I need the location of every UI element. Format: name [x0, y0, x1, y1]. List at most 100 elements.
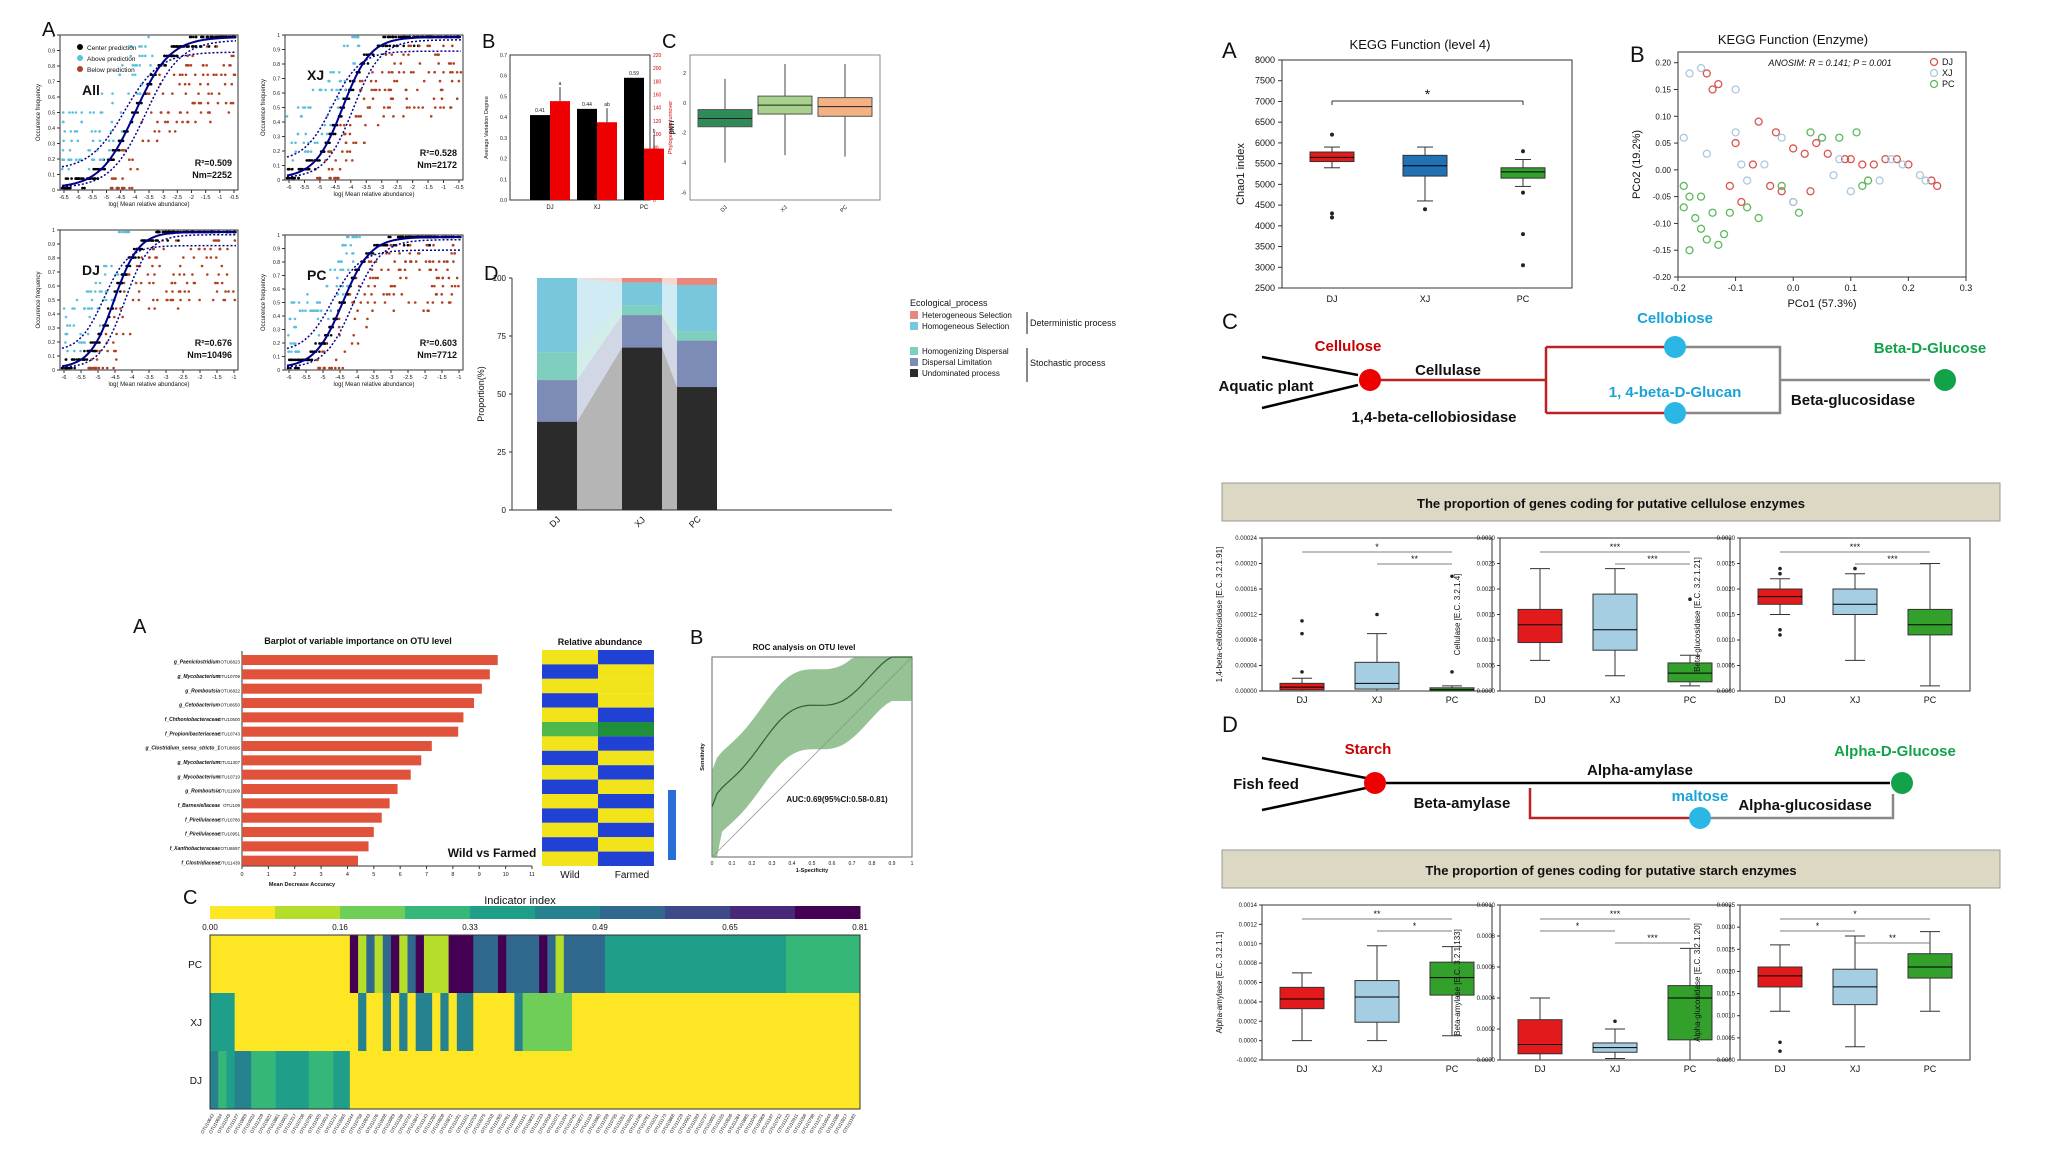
taxon-label: g_Clostridium_sensu_stricto_1: [145, 746, 221, 752]
heatmap-cell: [308, 1051, 318, 1109]
scatter-point: [111, 101, 114, 105]
y-tick-label: 0.5: [273, 301, 280, 307]
scatter-point: [137, 290, 141, 293]
heatmap-cell: [662, 1051, 672, 1109]
banner-box: [1221, 482, 2001, 522]
scatter-point: [342, 44, 346, 48]
mid-node-2: [1664, 402, 1686, 424]
scatter-point: [136, 92, 139, 95]
heatmap-cell: [580, 993, 589, 1051]
scatter-point: [376, 276, 380, 280]
scatter-point: [85, 358, 89, 361]
scatter-point: [451, 44, 454, 48]
scatter-point-pc: [1817, 133, 1827, 142]
importance-bar: [242, 855, 358, 866]
outlier-point: [1330, 211, 1334, 216]
y-tick-label: 0.3: [48, 326, 55, 332]
scatter-point: [191, 273, 194, 276]
x-tick-label: 0.1: [1845, 283, 1858, 293]
x-tick-label: 5: [372, 872, 375, 878]
colorbar-segment: [210, 906, 224, 919]
scatter-point: [392, 293, 396, 296]
scatter-point: [128, 332, 132, 336]
scatter-point: [451, 70, 454, 74]
scatter-point: [311, 350, 314, 353]
heatmap-cell: [489, 993, 499, 1051]
scatter-point: [184, 92, 188, 95]
heatmap-cell: [613, 1051, 622, 1109]
y2-tick-label: 200: [653, 66, 662, 72]
scatter-point-pc: [1702, 235, 1711, 244]
scatter-point-dj: [1840, 154, 1850, 164]
scatter-point: [225, 273, 229, 276]
scatter-point: [152, 281, 155, 285]
product-label: Beta-D-Glucose: [1874, 340, 1987, 357]
scatter-point: [67, 158, 70, 161]
colorbar-segment: [275, 906, 289, 919]
y-tick-label: 0.9: [48, 242, 55, 248]
scatter-point: [69, 186, 72, 190]
heatmap-cell: [489, 935, 499, 993]
scatter-point: [341, 243, 344, 247]
heatmap-cell: [218, 993, 227, 1051]
legend-swatch: [910, 311, 918, 319]
scatter-point: [354, 235, 358, 239]
scatter-point: [170, 281, 174, 285]
heatmap-cell: [210, 1051, 219, 1109]
scatter-point: [298, 167, 301, 171]
scatter-point: [178, 264, 182, 268]
scatter-point: [344, 159, 348, 162]
enzyme-box-plot-2: 0.00000.00050.00100.00150.00200.00250.00…: [1693, 536, 1971, 705]
panel-letter-bl-C: C: [183, 887, 197, 909]
r2-label: R²=0.528: [420, 148, 457, 158]
scatter-point: [119, 111, 123, 114]
scatter-point-dj: [1725, 181, 1734, 191]
heatmap-cell: [522, 935, 532, 993]
scatter-point: [344, 141, 348, 145]
scatter-point: [138, 64, 141, 67]
scatter-point-pc: [1685, 246, 1694, 255]
x-tick-label: -1: [217, 195, 222, 201]
scatter-point: [431, 301, 435, 304]
y-tick-label: 0.0020: [1717, 587, 1736, 593]
scatter-point-pc: [1691, 213, 1700, 223]
scatter-point: [192, 35, 195, 39]
y-axis-label: Proportion(%): [476, 366, 486, 422]
scatter-point: [407, 301, 410, 304]
scatter-point: [76, 139, 80, 143]
y-tick-label: 0.0010: [1239, 942, 1258, 948]
heatmap-cell: [407, 993, 417, 1051]
x-tick-label: -3.5: [362, 185, 371, 191]
x-tick-label: XJ: [1372, 1064, 1383, 1074]
scatter-point: [324, 88, 327, 92]
scatter-point: [223, 73, 227, 77]
scatter-point: [156, 120, 159, 124]
scatter-point: [452, 260, 455, 263]
heatmap-cell: [711, 1051, 721, 1109]
scatter-point: [354, 141, 358, 145]
scatter-point: [413, 301, 417, 304]
x-tick-label: 0.6: [829, 861, 836, 867]
box: [1667, 985, 1713, 1041]
heatmap-cell: [316, 1051, 326, 1109]
scatter-point: [120, 130, 124, 133]
scatter-point-dj: [1823, 149, 1832, 158]
x-tick-label: DJ: [720, 205, 729, 214]
bar-left: [530, 115, 550, 200]
box: [1354, 980, 1400, 1023]
otu-label: OTU8697: [220, 846, 240, 851]
scatter-point: [66, 349, 69, 353]
scatter-point: [189, 35, 193, 39]
scatter-point: [69, 130, 73, 133]
upper-ci-line: [286, 39, 461, 178]
scatter-point: [405, 88, 408, 92]
y-tick-label: 0.3: [273, 135, 280, 141]
taxon-label: f_Chthoniobacteraceae: [165, 717, 221, 723]
flow-band: [537, 315, 717, 422]
scatter-point: [159, 111, 163, 114]
scatter-point: [123, 230, 126, 234]
arrow-line: [1261, 756, 1367, 780]
colorbar-segment: [509, 906, 523, 919]
scatter-point: [398, 252, 401, 255]
heatmap-cell: [226, 993, 236, 1051]
